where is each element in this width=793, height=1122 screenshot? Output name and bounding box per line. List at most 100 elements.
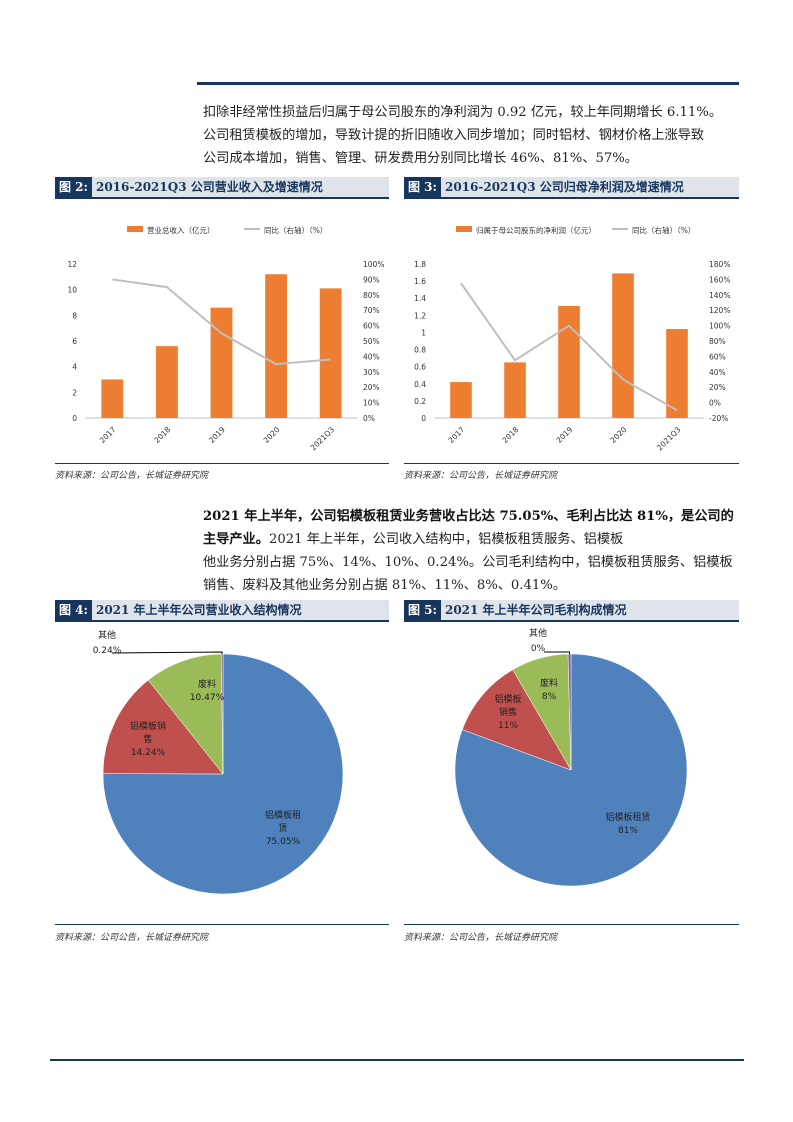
fig4-source: 资料来源：公司公告，长城证券研究院 xyxy=(55,933,209,943)
y2-tick-label: 180% xyxy=(709,260,730,269)
fig5-header: 图 5: 2021 年上半年公司毛利构成情况 xyxy=(404,600,739,622)
bar xyxy=(666,329,688,418)
y2-tick-label: 140% xyxy=(709,291,730,300)
fig4-title: 2021 年上半年公司营业收入结构情况 xyxy=(95,603,302,617)
other-leader-line xyxy=(543,651,571,655)
y-tick-label: 12 xyxy=(67,260,77,269)
slice-value-label: 14.24% xyxy=(131,748,166,758)
bar xyxy=(319,288,342,418)
fig4-bottom-rule xyxy=(55,924,389,925)
fig3-source: 资料来源：公司公告，长城证券研究院 xyxy=(404,471,558,481)
y-tick-label: 4 xyxy=(72,363,77,372)
x-tick-label: 2020 xyxy=(609,425,629,445)
y2-tick-label: 40% xyxy=(709,368,726,377)
fig4-header: 图 4: 2021 年上半年公司营业收入结构情况 xyxy=(55,600,389,622)
y2-tick-label: 30% xyxy=(363,368,380,377)
y-tick-label: 0.4 xyxy=(414,380,426,389)
x-tick-label: 2019 xyxy=(555,425,575,445)
pie-slice xyxy=(147,653,224,775)
slice-name-label: 铝模板租 xyxy=(265,809,301,821)
legend-line-label: 同比（右轴）（%） xyxy=(632,225,695,235)
growth-line xyxy=(460,282,678,412)
para2-line3: 他业务分别占据 75%、14%、10%、0.24%。公司毛利结构中，铝模板租赁服… xyxy=(203,555,733,570)
fig5-bottom-rule xyxy=(404,924,739,925)
y2-tick-label: 60% xyxy=(363,322,380,331)
y-tick-label: 8 xyxy=(72,311,77,320)
y-tick-label: 2 xyxy=(72,388,77,397)
legend-bar-swatch xyxy=(127,226,143,232)
slice-value-label: 0% xyxy=(531,644,546,654)
slice-name-label: 售 xyxy=(143,733,152,745)
slice-name-label: 铝模板租赁 xyxy=(605,811,650,823)
fig5-number: 图 5: xyxy=(404,600,441,620)
y2-tick-label: -20% xyxy=(709,414,728,423)
y2-tick-label: 0% xyxy=(709,399,721,408)
legend-line-label: 同比（右轴）（%） xyxy=(264,225,327,235)
fig2-number: 图 2: xyxy=(55,177,92,197)
para1-line2: 公司租赁模板的增加，导致计提的折旧随收入同步增加；同时铝材、钢材价格上涨导致 xyxy=(203,128,705,143)
y-tick-label: 1.2 xyxy=(414,311,426,320)
fig2-title: 2016-2021Q3 公司营业收入及增速情况 xyxy=(95,180,323,194)
y2-tick-label: 120% xyxy=(709,306,730,315)
y2-tick-label: 10% xyxy=(363,399,380,408)
legend-bar-swatch xyxy=(456,226,472,232)
y-tick-label: 6 xyxy=(72,337,77,346)
para2-bold-line2: 主导产业。 xyxy=(203,532,269,547)
y-tick-label: 1 xyxy=(421,328,426,337)
y-tick-label: 0 xyxy=(72,414,77,423)
fig4-number: 图 4: xyxy=(55,600,92,620)
other-leader-line xyxy=(111,651,223,655)
pie-slice xyxy=(102,653,344,895)
x-tick-label: 2018 xyxy=(501,425,521,445)
fig5-source: 资料来源：公司公告，长城证券研究院 xyxy=(404,933,558,943)
y2-tick-label: 80% xyxy=(709,337,726,346)
y-tick-label: 1.6 xyxy=(414,277,426,286)
fig2-header: 图 2: 2016-2021Q3 公司营业收入及增速情况 xyxy=(55,177,389,199)
fig3-chart: 归属于母公司股东的净利润（亿元） 同比（右轴）（%） 0 0.2 0.4 0.6 0.8 1 1… xyxy=(414,225,730,453)
y2-tick-label: 90% xyxy=(363,275,380,284)
slice-name-label: 废料 xyxy=(540,677,558,689)
bar xyxy=(612,273,634,418)
paragraph-revenue-structure: 2021 年上半年，公司铝模板租赁业务营收占比达 75.05%、毛利占比达 81… xyxy=(203,505,741,597)
para1-line3: 公司成本增加，销售、管理、研发费用分别同比增长 46%、81%、57%。 xyxy=(203,151,638,166)
bar xyxy=(558,305,580,418)
y2-tick-label: 40% xyxy=(363,352,380,361)
x-tick-label: 2017 xyxy=(98,425,118,445)
para2-bold-line1: 2021 年上半年，公司铝模板租赁业务营收占比达 75.05%、毛利占比达 81… xyxy=(203,509,734,524)
y-tick-label: 0 xyxy=(421,414,426,423)
x-tick-label: 2019 xyxy=(207,425,227,445)
y2-tick-label: 100% xyxy=(363,260,384,269)
x-tick-label: 2021Q3 xyxy=(655,425,683,453)
y2-tick-label: 70% xyxy=(363,306,380,315)
slice-name-label: 赁 xyxy=(278,822,287,834)
bar xyxy=(265,274,288,418)
x-tick-label: 2021Q3 xyxy=(309,425,337,453)
legend-bar-label: 营业总收入（亿元） xyxy=(147,225,215,235)
x-tick-label: 2018 xyxy=(152,425,172,445)
y-tick-label: 0.6 xyxy=(414,363,426,372)
slice-value-label: 81% xyxy=(618,826,638,836)
y2-tick-label: 50% xyxy=(363,337,380,346)
para1-line1: 扣除非经常性损益后归属于母公司股东的净利润为 0.92 亿元，较上年同期增长 6… xyxy=(203,105,723,120)
slice-name-label: 铝模板 xyxy=(494,693,521,705)
x-tick-label: 2020 xyxy=(262,425,282,445)
growth-line xyxy=(112,278,331,366)
bar xyxy=(450,382,472,418)
pie-slice xyxy=(567,653,572,771)
top-rule xyxy=(197,82,739,85)
slice-value-label: 0.24% xyxy=(93,646,122,656)
bar xyxy=(210,307,233,418)
slice-name-label: 其他 xyxy=(529,627,547,639)
fig2-source: 资料来源：公司公告，长城证券研究院 xyxy=(55,471,209,481)
y-tick-label: 1.8 xyxy=(414,260,426,269)
bar xyxy=(504,362,526,418)
para2-line2-rest: 2021 年上半年，公司收入结构中，铝模板租赁服务、铝模板 xyxy=(268,532,624,547)
y2-tick-label: 20% xyxy=(709,383,726,392)
y2-tick-label: 20% xyxy=(363,383,380,392)
pie-slice xyxy=(220,653,224,775)
pie-slice xyxy=(461,669,572,771)
y2-tick-label: 60% xyxy=(709,352,726,361)
fig3-bottom-rule xyxy=(404,463,739,464)
